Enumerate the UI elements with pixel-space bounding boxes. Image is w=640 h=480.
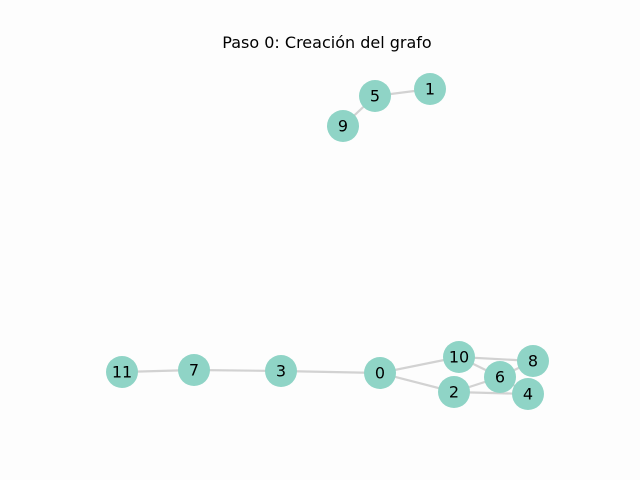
- node-label-7: 7: [189, 361, 199, 380]
- node-label-0: 0: [375, 364, 385, 383]
- node-circle-0: [364, 357, 396, 389]
- node-11: 11: [106, 356, 138, 388]
- node-8: 8: [517, 345, 549, 377]
- node-label-3: 3: [276, 362, 286, 381]
- node-label-2: 2: [449, 383, 459, 402]
- node-circle-9: [327, 110, 359, 142]
- node-label-4: 4: [523, 385, 533, 404]
- node-label-10: 10: [449, 348, 469, 367]
- node-circle-5: [359, 80, 391, 112]
- node-label-11: 11: [112, 363, 132, 382]
- node-circle-7: [178, 354, 210, 386]
- figure-title: Paso 0: Creación del grafo: [222, 33, 432, 52]
- node-label-5: 5: [370, 87, 380, 106]
- node-5: 5: [359, 80, 391, 112]
- node-circle-1: [414, 73, 446, 105]
- node-9: 9: [327, 110, 359, 142]
- node-circle-3: [265, 355, 297, 387]
- node-label-1: 1: [425, 80, 435, 99]
- edge-0-3: [279, 369, 382, 375]
- node-4: 4: [512, 378, 544, 410]
- nodes-layer: 0 1 2 3 4 5 6 7 8 9 10 11: [106, 73, 549, 410]
- node-0: 0: [364, 357, 396, 389]
- node-6: 6: [484, 361, 516, 393]
- node-label-9: 9: [338, 117, 348, 136]
- node-circle-10: [443, 341, 475, 373]
- node-10: 10: [443, 341, 475, 373]
- node-1: 1: [414, 73, 446, 105]
- node-circle-11: [106, 356, 138, 388]
- node-circle-8: [517, 345, 549, 377]
- node-circle-6: [484, 361, 516, 393]
- node-7: 7: [178, 354, 210, 386]
- node-circle-4: [512, 378, 544, 410]
- node-2: 2: [438, 376, 470, 408]
- node-3: 3: [265, 355, 297, 387]
- node-circle-2: [438, 376, 470, 408]
- node-label-8: 8: [528, 352, 538, 371]
- node-label-6: 6: [495, 368, 505, 387]
